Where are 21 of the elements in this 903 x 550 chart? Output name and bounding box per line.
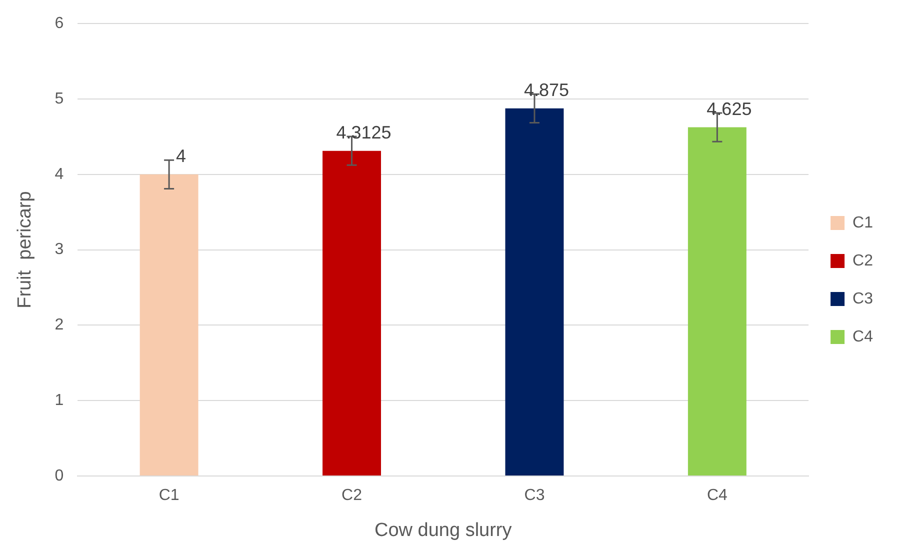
y-axis-title: Fruit pericarp bbox=[14, 191, 36, 308]
data-label: 4.3125 bbox=[336, 122, 392, 142]
y-tick-label: 6 bbox=[54, 15, 64, 32]
legend-label: C1 bbox=[852, 214, 874, 232]
y-tick-label: 1 bbox=[54, 392, 64, 410]
data-label: 4 bbox=[176, 146, 186, 166]
legend-label: C3 bbox=[852, 290, 874, 308]
y-tick-label: 5 bbox=[54, 90, 64, 108]
y-tick-label: 0 bbox=[54, 467, 64, 484]
x-tick-label: C4 bbox=[706, 487, 728, 504]
y-tick-label: 2 bbox=[54, 316, 64, 334]
x-tick-label: C2 bbox=[342, 487, 362, 504]
x-axis-title: Cow dung slurry bbox=[374, 520, 512, 541]
data-label: 4.625 bbox=[706, 98, 752, 119]
data-label: 4.875 bbox=[524, 80, 569, 100]
x-tick-label: C3 bbox=[524, 487, 545, 504]
legend-label: C4 bbox=[852, 328, 874, 346]
y-tick-label: 4 bbox=[54, 166, 64, 183]
legend-label: C2 bbox=[852, 252, 874, 270]
x-tick-label: C1 bbox=[158, 487, 180, 504]
y-tick-label: 3 bbox=[54, 241, 64, 258]
